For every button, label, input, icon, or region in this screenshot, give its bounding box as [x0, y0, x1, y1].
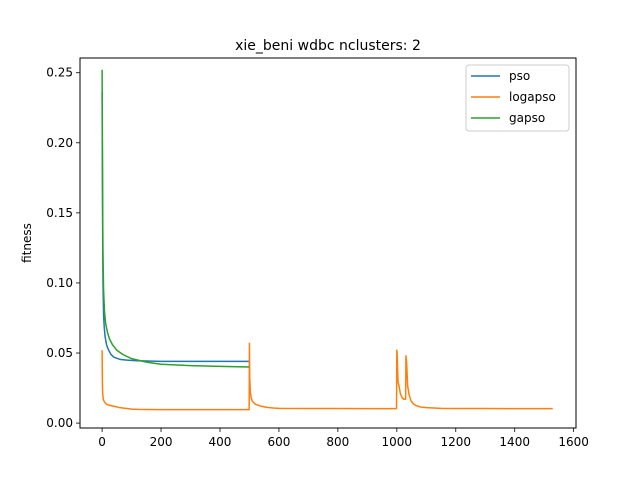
x-tick-label: 1000 [382, 435, 413, 449]
y-tick-label: 0.00 [46, 416, 73, 430]
x-tick-label: 1200 [440, 435, 471, 449]
legend: pso logapso gapso [465, 64, 570, 132]
x-tick-label: 200 [150, 435, 173, 449]
chart-title: xie_beni wdbc nclusters: 2 [235, 38, 421, 54]
plot-frame [79, 57, 577, 429]
legend-box [465, 64, 570, 132]
legend-label-pso: pso [509, 69, 530, 83]
x-tick-label: 0 [98, 435, 106, 449]
y-axis-label: fitness [20, 223, 34, 263]
series-line-gapso [101, 69, 250, 368]
legend-label-logapso: logapso [509, 90, 556, 104]
y-tick-label: 0.15 [46, 206, 73, 220]
x-tick-label: 1400 [499, 435, 530, 449]
ticks-layer: 0 200 400 600 800 1000 1200 1400 1600 0.00 0.05 0.1… [46, 66, 589, 449]
series-line-logapso [101, 342, 553, 411]
x-tick-label: 600 [267, 435, 290, 449]
series-layer [101, 69, 553, 411]
x-tick-label: 1600 [558, 435, 589, 449]
x-tick-label: 800 [326, 435, 349, 449]
x-tick-label: 400 [209, 435, 232, 449]
y-tick-label: 0.05 [46, 346, 73, 360]
legend-label-gapso: gapso [509, 111, 545, 125]
y-tick-label: 0.25 [46, 66, 73, 80]
y-tick-label: 0.10 [46, 276, 73, 290]
y-tick-label: 0.20 [46, 136, 73, 150]
